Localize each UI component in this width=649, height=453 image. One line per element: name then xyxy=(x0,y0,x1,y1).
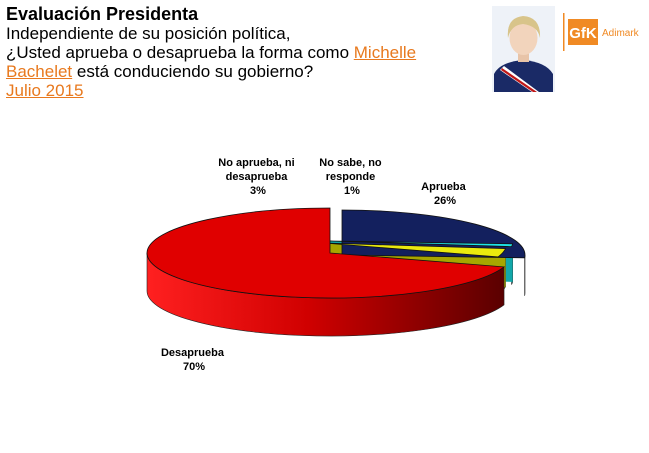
question-text-2: ¿Usted aprueba o desaprueba la forma com… xyxy=(6,43,354,62)
svg-text:Adimark: Adimark xyxy=(602,28,640,39)
question-line-2: ¿Usted aprueba o desaprueba la forma com… xyxy=(6,43,476,62)
pie-slice-no-sabe xyxy=(329,240,514,248)
survey-date: Julio 2015 xyxy=(6,81,476,100)
question-line-3: Bachelet está conduciendo su gobierno? xyxy=(6,62,476,81)
date-link[interactable]: Julio 2015 xyxy=(6,81,84,100)
name-link-last[interactable]: Bachelet xyxy=(6,62,73,81)
president-photo xyxy=(492,6,555,92)
label-no-aprueba-ni-desaprueba: No aprueba, ni desaprueba 3% xyxy=(218,157,297,197)
label-no-sabe: No sabe, no responde 1% xyxy=(319,157,384,197)
pie-slice-desaprueba xyxy=(146,207,506,299)
header: Evaluación Presidenta Independiente de s… xyxy=(6,4,476,100)
label-aprueba: Aprueba 26% xyxy=(421,181,469,207)
svg-text:GfK: GfK xyxy=(569,25,597,42)
pie-slice-ni-aprueba-ni-desaprueba xyxy=(323,242,507,258)
question-text-3: está conduciendo su gobierno? xyxy=(72,62,314,81)
label-desaprueba: Desaprueba 70% xyxy=(161,347,227,373)
question-line-1: Independiente de su posición política, xyxy=(6,24,291,43)
page-title: Evaluación Presidenta xyxy=(6,4,199,24)
gfk-adimark-logo: GfK Adimark xyxy=(563,13,640,51)
name-link-first[interactable]: Michelle xyxy=(353,43,417,62)
